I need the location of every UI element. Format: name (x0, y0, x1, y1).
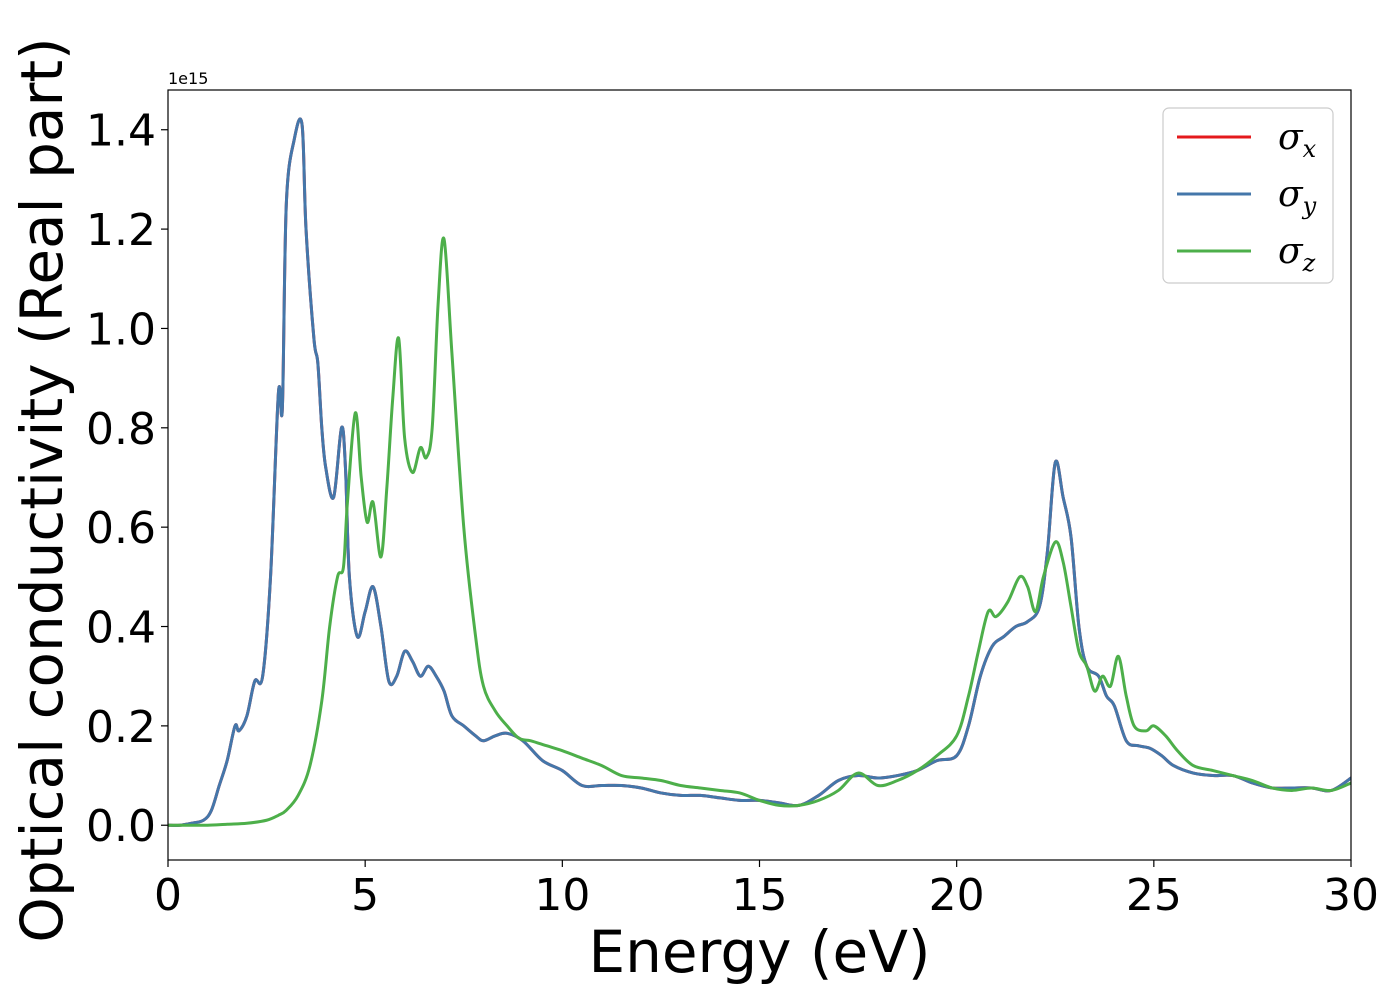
y-tick-label: 0.2 (86, 702, 156, 753)
x-tick-label: 0 (154, 870, 182, 921)
y-axis-label: Optical conductivity (Real part) (8, 37, 76, 942)
x-tick-label: 10 (534, 870, 590, 921)
x-tick-label: 25 (1126, 870, 1182, 921)
x-axis-label: Energy (eV) (588, 918, 930, 986)
legend-entry-y: σy (1278, 174, 1317, 220)
y-tick-label: 0.0 (86, 801, 156, 852)
legend-entry-z: σz (1278, 231, 1316, 277)
legend: σx σy σz (1162, 107, 1334, 284)
axes-layer: 0 5 10 15 20 25 30 0.0 0.2 0.4 0.6 0.8 1.0 1.2 1.4 (86, 89, 1379, 921)
y-tick-label: 1.0 (86, 304, 156, 355)
y-tick-label: 0.8 (86, 404, 156, 455)
y-offset-label: 1e15 (168, 69, 208, 88)
legend-entry-x: σx (1278, 117, 1317, 163)
x-tick-label: 15 (732, 870, 788, 921)
x-tick-label: 5 (351, 870, 379, 921)
series-line-z (168, 236, 1351, 827)
y-tick-label: 1.2 (86, 205, 156, 256)
x-tick-label: 30 (1323, 870, 1379, 921)
y-tick-label: 0.4 (86, 603, 156, 654)
y-tick-label: 0.6 (86, 503, 156, 554)
series-layer (168, 117, 1351, 827)
y-tick-label: 1.4 (86, 106, 156, 157)
x-tick-label: 20 (929, 870, 985, 921)
